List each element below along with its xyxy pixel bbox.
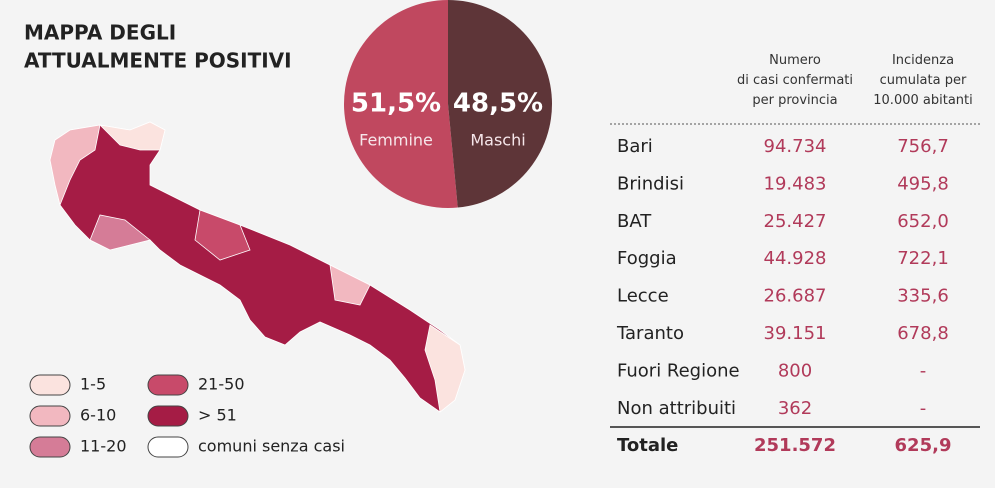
incidence-value: 495,8 bbox=[897, 173, 949, 194]
incidence-value: 678,8 bbox=[897, 323, 949, 344]
incidence-value: 652,0 bbox=[897, 211, 949, 232]
column-header: Incidenza cumulata per 10.000 abitanti bbox=[873, 53, 972, 108]
province-name: Fuori Regione bbox=[617, 360, 740, 381]
province-name: Foggia bbox=[617, 248, 677, 269]
cases-value: 94.734 bbox=[764, 136, 827, 157]
legend-label: > 51 bbox=[198, 406, 237, 425]
region-area bbox=[89, 214, 151, 251]
legend-swatch bbox=[29, 374, 71, 396]
cases-value: 19.483 bbox=[764, 173, 827, 194]
legend-swatch bbox=[147, 374, 189, 396]
legend-label: 1-5 bbox=[80, 375, 106, 394]
header-line: di casi confermati bbox=[737, 73, 853, 88]
legend-swatch bbox=[147, 405, 189, 427]
region-area bbox=[98, 121, 166, 151]
legend-label: 11-20 bbox=[80, 437, 127, 456]
pie-chart: 51,5% Femmine 48,5% Maschi bbox=[344, 0, 553, 208]
legend-swatch bbox=[147, 436, 189, 458]
incidence-value: - bbox=[920, 398, 927, 419]
header-line: cumulata per bbox=[880, 73, 967, 88]
total-cases: 251.572 bbox=[754, 435, 836, 456]
pie-slice bbox=[448, 0, 553, 208]
province-name: Lecce bbox=[617, 286, 669, 307]
pie-value-label: 48,5% bbox=[453, 89, 543, 119]
header-line: Incidenza bbox=[892, 53, 954, 68]
legend-label: 6-10 bbox=[80, 406, 116, 425]
legend-swatch bbox=[29, 436, 71, 458]
cases-value: 44.928 bbox=[764, 248, 827, 269]
pie-slice bbox=[344, 0, 458, 208]
total-incidence: 625,9 bbox=[895, 435, 952, 456]
province-name: Non attribuiti bbox=[617, 398, 736, 419]
column-header: Numero di casi confermati per provincia bbox=[737, 53, 853, 108]
legend-label: comuni senza casi bbox=[198, 437, 345, 456]
region-area bbox=[424, 324, 466, 413]
pie-category-label: Femmine bbox=[359, 131, 433, 150]
header-line: Numero bbox=[769, 53, 821, 68]
province-name: Brindisi bbox=[617, 173, 684, 194]
header-line: 10.000 abitanti bbox=[873, 93, 972, 108]
cases-value: 26.687 bbox=[764, 286, 827, 307]
header-line: per provincia bbox=[752, 93, 837, 108]
legend-swatch bbox=[29, 405, 71, 427]
total-label: Totale bbox=[617, 435, 678, 456]
province-name: Taranto bbox=[616, 323, 684, 344]
map-legend: 1-5 6-10 11-20 21-50 > 51 comuni senza casi bbox=[29, 374, 345, 458]
cases-value: 39.151 bbox=[764, 323, 827, 344]
map bbox=[49, 121, 466, 413]
province-name: BAT bbox=[617, 211, 652, 232]
incidence-value: 756,7 bbox=[897, 136, 949, 157]
province-name: Bari bbox=[617, 136, 653, 157]
table: Numero di casi confermati per provincia Inc… bbox=[610, 53, 980, 456]
region-area bbox=[329, 264, 371, 306]
region-area bbox=[49, 124, 101, 207]
title: MAPPA DEGLI bbox=[24, 21, 176, 45]
legend-label: 21-50 bbox=[198, 375, 245, 394]
region-area bbox=[194, 209, 251, 261]
incidence-value: 335,6 bbox=[897, 286, 949, 307]
pie-category-label: Maschi bbox=[470, 131, 525, 150]
cases-value: 362 bbox=[778, 398, 812, 419]
cases-value: 25.427 bbox=[764, 211, 827, 232]
incidence-value: - bbox=[920, 360, 927, 381]
pie-value-label: 51,5% bbox=[351, 89, 441, 119]
title: ATTUALMENTE POSITIVI bbox=[24, 49, 292, 73]
cases-value: 800 bbox=[778, 360, 812, 381]
incidence-value: 722,1 bbox=[897, 248, 949, 269]
